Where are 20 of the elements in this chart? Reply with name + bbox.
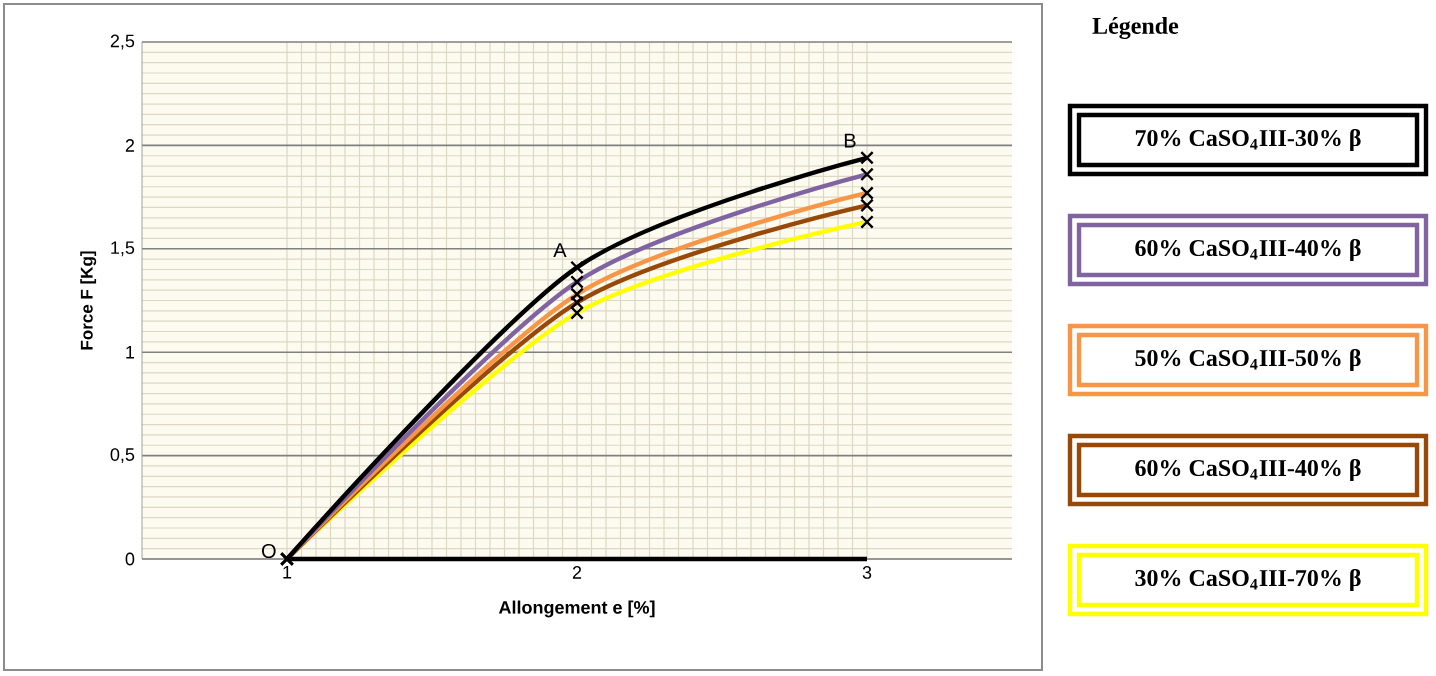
text: 70% CaSO$_{4}$III-30% β (1135, 128, 1361, 151)
annotation: O (261, 543, 276, 559)
y-tick-label: 1 (126, 346, 135, 359)
y-axis-title: Force F [Kg] (80, 251, 97, 350)
legend-title: Légende (1092, 17, 1179, 39)
x-tick-label: 2 (572, 566, 582, 579)
text: 60% CaSO$_{4}$III-40% β (1135, 458, 1361, 482)
x-tick-label: 3 (862, 566, 872, 579)
annotation: B (844, 133, 856, 148)
text: 30% CaSO$_{4}$III-70% β (1135, 568, 1361, 592)
y-tick-label: 0,5 (110, 448, 135, 464)
x-axis-title: Allongement e [%] (498, 600, 655, 618)
text: 60% CaSO$_{4}$III-40% β (1135, 238, 1361, 261)
y-tick-label: 0 (125, 552, 135, 566)
annotation: A (553, 243, 567, 258)
y-tick-label: 2 (125, 139, 135, 152)
text: 50% CaSO$_{4}$III-50% β (1135, 348, 1361, 372)
x-tick-label: 1 (283, 566, 292, 579)
y-tick-label: 1,5 (111, 241, 135, 257)
y-tick-label: 2,5 (110, 34, 135, 50)
